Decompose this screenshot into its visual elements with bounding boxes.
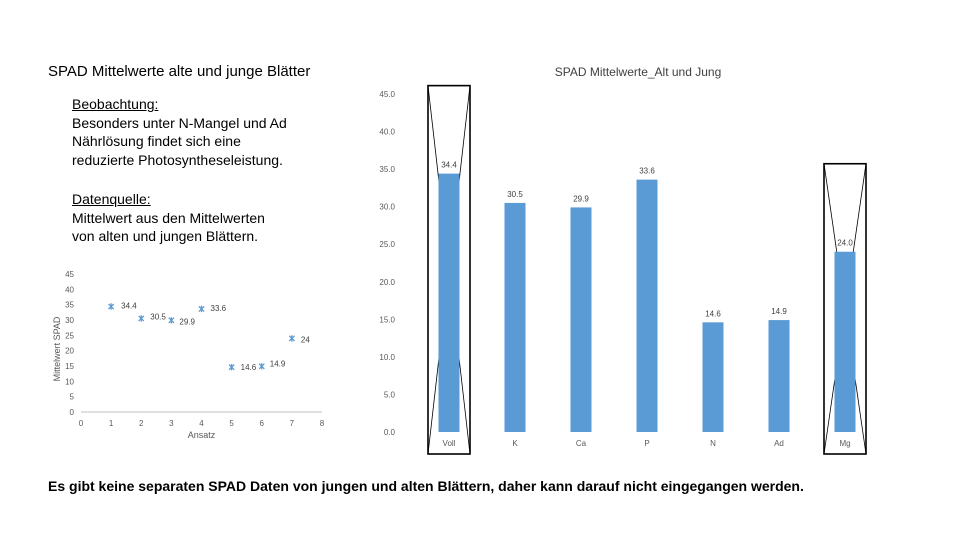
scatter-point — [138, 315, 145, 322]
crossed-out-box — [823, 162, 867, 455]
scatter-point — [198, 305, 205, 313]
bar — [768, 320, 790, 432]
observation-line: Nährlösung findet sich eine — [72, 133, 241, 149]
scatter-y-tick-label: 40 — [65, 285, 74, 294]
scatter-x-tick-label: 5 — [229, 419, 234, 428]
scatter-y-tick-label: 25 — [65, 331, 74, 340]
observation-heading: Beobachtung: — [72, 96, 159, 112]
bar — [504, 202, 526, 432]
crossed-out-box — [427, 84, 471, 455]
scatter-data-label: 33.6 — [211, 304, 227, 313]
scatter-y-tick-label: 30 — [65, 316, 74, 325]
bar-y-tick-label: 15.0 — [379, 315, 395, 324]
bar-y-tick-label: 5.0 — [384, 390, 396, 399]
bar — [702, 322, 724, 432]
source-heading: Datenquelle: — [72, 191, 151, 207]
scatter-x-tick-label: 7 — [290, 419, 295, 428]
bar-y-tick-label: 25.0 — [379, 240, 395, 249]
footer-note: Es gibt keine separaten SPAD Daten von j… — [48, 478, 804, 494]
bar-data-label: 24.0 — [837, 239, 853, 248]
scatter-x-tick-label: 6 — [260, 419, 265, 428]
scatter-y-tick-label: 5 — [70, 393, 75, 402]
bar-data-label: 14.9 — [771, 307, 787, 316]
bar — [570, 207, 592, 432]
scatter-x-tick-label: 2 — [139, 419, 144, 428]
bar-chart: SPAD Mittelwerte_Alt und Jung 0.0 5.0 10.0 1… — [379, 65, 867, 455]
bar — [636, 179, 658, 432]
bar-data-label: 14.6 — [705, 309, 721, 318]
bar-category-label: P — [644, 439, 649, 448]
scatter-point — [168, 317, 175, 324]
scatter-y-tick-label: 15 — [65, 362, 74, 371]
source-line: von alten und jungen Blättern. — [72, 228, 259, 244]
scatter-point — [108, 303, 115, 310]
bar-y-tick-label: 10.0 — [379, 353, 395, 362]
scatter-data-label: 34.4 — [121, 302, 137, 311]
scatter-data-label: 30.5 — [150, 312, 166, 321]
scatter-data-label: 14.9 — [270, 359, 286, 368]
scatter-point — [228, 364, 235, 371]
bar-y-tick-label: 35.0 — [379, 165, 395, 174]
bar-y-tick-label: 30.0 — [379, 203, 395, 212]
bar-data-label: 34.4 — [441, 161, 457, 170]
scatter-y-axis-label: Mittelwert SPAD — [52, 316, 62, 381]
bar-y-tick-label: 40.0 — [379, 128, 395, 137]
observation-note: Beobachtung: Besonders unter N-Mangel un… — [72, 95, 332, 169]
scatter-data-label: 14.6 — [241, 363, 257, 372]
scatter-data-label: 29.9 — [179, 317, 195, 326]
scatter-y-tick-label: 20 — [65, 347, 74, 356]
bar-data-label: 33.6 — [639, 167, 655, 176]
scatter-point — [288, 335, 295, 342]
source-note: Datenquelle: Mittelwert aus den Mittelwe… — [72, 190, 332, 246]
slide-title: SPAD Mittelwerte alte und junge Blätter — [48, 63, 311, 80]
bar-y-tick-label: 0.0 — [384, 428, 396, 437]
bar-category-label: K — [512, 439, 518, 448]
bar-y-tick-label: 20.0 — [379, 278, 395, 287]
scatter-y-tick-label: 10 — [65, 377, 74, 386]
scatter-x-tick-label: 4 — [199, 419, 204, 428]
scatter-y-tick-label: 45 — [65, 270, 74, 279]
scatter-x-axis-label: Ansatz — [188, 430, 216, 440]
scatter-x-tick-label: 0 — [79, 419, 84, 428]
bar-category-label: N — [710, 439, 716, 448]
bar-category-label: Ca — [576, 439, 587, 448]
bar-data-label: 30.5 — [507, 190, 523, 199]
scatter-point — [258, 363, 265, 370]
scatter-x-tick-label: 8 — [320, 419, 325, 428]
bar-data-label: 29.9 — [573, 194, 589, 203]
bar-chart-title: SPAD Mittelwerte_Alt und Jung — [555, 65, 722, 79]
bar-category-label: Mg — [839, 439, 850, 448]
bar-category-label: Voll — [443, 439, 456, 448]
scatter-y-tick-label: 35 — [65, 301, 74, 310]
scatter-x-tick-label: 3 — [169, 419, 174, 428]
scatter-x-tick-label: 1 — [109, 419, 114, 428]
bar — [834, 251, 856, 432]
bar — [438, 173, 460, 432]
scatter-y-tick-label: 0 — [70, 408, 75, 417]
bar-y-tick-label: 45.0 — [379, 90, 395, 99]
bar-category-label: Ad — [774, 439, 784, 448]
scatter-data-label: 24 — [301, 335, 310, 344]
source-line: Mittelwert aus den Mittelwerten — [72, 209, 265, 226]
observation-line: reduzierte Photosyntheseleistung. — [72, 151, 283, 168]
observation-line: Besonders unter N-Mangel und Ad — [72, 114, 287, 131]
